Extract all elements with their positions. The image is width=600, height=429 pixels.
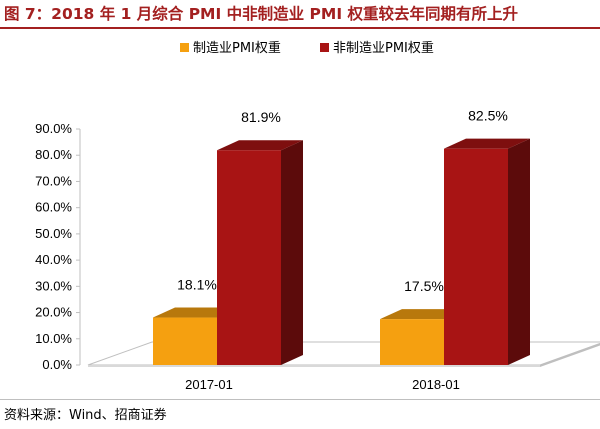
y-tick-label: 60.0% — [35, 200, 72, 215]
legend-label: 制造业PMI权重 — [193, 40, 281, 56]
bar-side — [508, 138, 530, 365]
legend-swatch — [320, 43, 329, 52]
data-label: 82.5% — [468, 108, 508, 124]
y-tick-label: 80.0% — [35, 147, 72, 162]
bar-top — [217, 140, 303, 151]
y-tick-label: 50.0% — [35, 226, 72, 241]
data-labels: 18.1% 81.9% 17.5% 82.5% — [177, 108, 508, 294]
y-axis: 0.0% 10.0% 20.0% 30.0% 40.0% 50.0% 60.0% 70.0% 8… — [35, 121, 81, 372]
y-tick-label: 30.0% — [35, 278, 72, 293]
x-tick-label: 2017-01 — [185, 377, 233, 392]
legend: 制造业PMI权重 非制造业PMI权重 — [180, 40, 434, 56]
title-rule — [0, 27, 600, 29]
x-tick-label: 2018-01 — [412, 377, 460, 392]
bar — [380, 319, 444, 365]
bar — [444, 148, 508, 365]
x-axis: 2017-01 2018-01 — [185, 377, 460, 392]
data-label: 17.5% — [404, 278, 444, 294]
bar-group — [153, 138, 530, 365]
y-tick-label: 0.0% — [42, 357, 72, 372]
source-rule — [0, 399, 600, 400]
bar — [217, 150, 281, 365]
y-tick-label: 40.0% — [35, 252, 72, 267]
source-note: 资料来源：Wind、招商证券 — [4, 408, 167, 423]
bar-top — [444, 138, 530, 149]
legend-label: 非制造业PMI权重 — [333, 40, 434, 56]
floor-side — [540, 343, 600, 367]
data-label: 18.1% — [177, 277, 217, 293]
floor-edge — [88, 365, 540, 367]
bar — [153, 317, 217, 365]
y-tick-label: 90.0% — [35, 121, 72, 136]
y-tick-label: 10.0% — [35, 331, 72, 346]
page-title: 图 7：2018 年 1 月综合 PMI 中非制造业 PMI 权重较去年同期有所… — [4, 5, 518, 23]
legend-swatch — [180, 43, 189, 52]
data-label: 81.9% — [241, 109, 281, 125]
y-tick-label: 20.0% — [35, 305, 72, 320]
y-tick-label: 70.0% — [35, 173, 72, 188]
bar-side — [281, 140, 303, 365]
